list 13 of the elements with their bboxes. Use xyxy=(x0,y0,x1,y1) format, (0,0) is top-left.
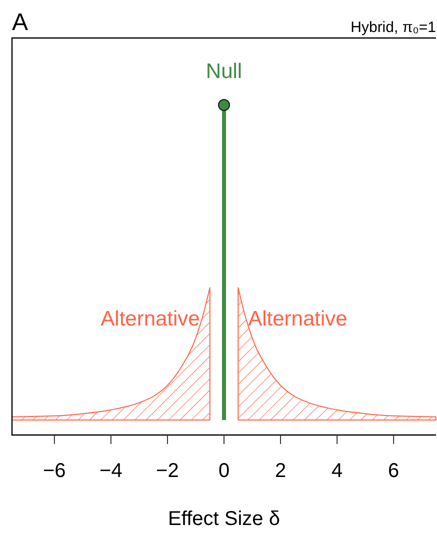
x-tick-label: 0 xyxy=(218,460,230,482)
series-label: Alternative xyxy=(100,308,200,331)
series-label: Alternative xyxy=(248,308,348,331)
x-tick-label: −6 xyxy=(42,460,66,482)
x-tick-label: −2 xyxy=(156,460,179,482)
chart-title: A xyxy=(12,9,28,36)
x-axis-title: Effect Size δ xyxy=(168,508,280,530)
series-label: Null xyxy=(206,60,242,83)
chart-subtitle: Hybrid, π₀=1 xyxy=(350,19,436,36)
x-tick-label: 6 xyxy=(388,460,400,482)
x-tick-label: 4 xyxy=(332,460,343,482)
x-tick-label: −4 xyxy=(100,460,122,482)
x-tick-label: 2 xyxy=(274,460,286,482)
